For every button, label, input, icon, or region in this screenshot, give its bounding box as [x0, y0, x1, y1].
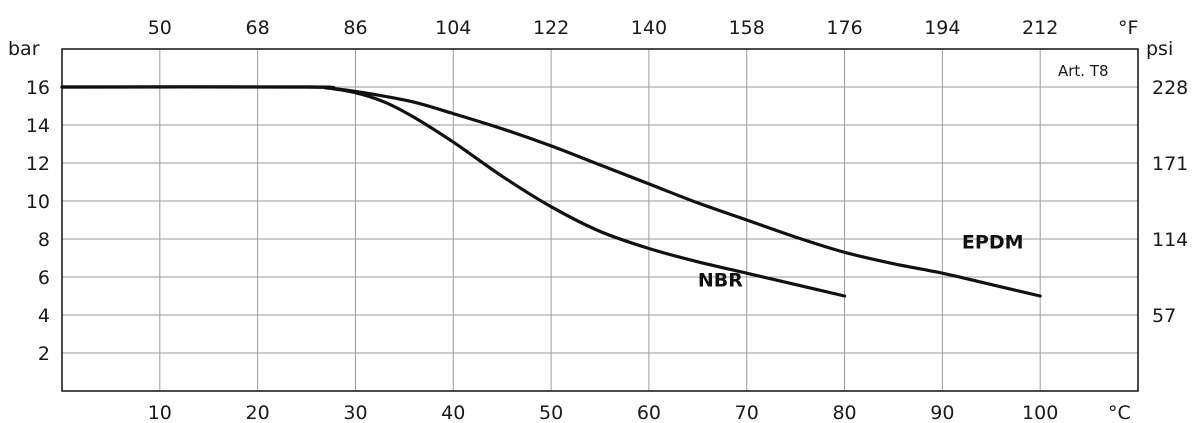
x-bottom-tick-label: 50 [539, 402, 563, 423]
y-right-unit-label: psi [1146, 38, 1173, 60]
x-top-tick-label: 212 [1022, 17, 1058, 39]
y-left-tick-label: 12 [26, 153, 50, 175]
x-bottom-tick-label: 20 [246, 402, 270, 423]
y-left-tick-label: 6 [38, 267, 50, 289]
series-labels: NBR EPDM [698, 232, 1024, 292]
x-bottom-tick-label: 10 [148, 402, 172, 423]
curves [60, 85, 1042, 298]
x-top-tick-label: 140 [631, 17, 667, 39]
y-left-tick-label: 10 [26, 191, 50, 213]
series-label-nbr: NBR [698, 270, 743, 292]
x-top-tick-label: 104 [435, 17, 471, 39]
x-bottom-tick-label: 70 [735, 402, 759, 423]
y-left-tick-label: 2 [38, 343, 50, 365]
x-top-tick-label: 176 [826, 17, 862, 39]
tick-labels: 1050206830864010450122601407015880176901… [26, 17, 1188, 423]
y-left-tick-label: 14 [26, 115, 50, 137]
y-left-unit-label: bar [8, 38, 40, 60]
x-top-tick-label: 194 [924, 17, 960, 39]
x-bottom-tick-label: 40 [441, 402, 465, 423]
x-bottom-tick-label: 90 [930, 402, 954, 423]
article-annotation: Art. T8 [1058, 62, 1109, 80]
x-top-tick-label: 68 [246, 17, 270, 39]
y-left-tick-label: 8 [38, 229, 50, 251]
plot-frame [61, 48, 1139, 392]
x-bottom-tick-label: 60 [637, 402, 661, 423]
x-bottom-tick-label: 30 [343, 402, 367, 423]
y-right-tick-label: 228 [1152, 77, 1188, 99]
y-left-tick-label: 4 [38, 305, 50, 327]
y-right-tick-label: 57 [1152, 305, 1176, 327]
x-top-tick-label: 158 [729, 17, 765, 39]
x-top-tick-label: 50 [148, 17, 172, 39]
x-top-tick-label: 122 [533, 17, 569, 39]
series-line-epdm [60, 85, 1042, 298]
x-top-unit-label: °F [1118, 17, 1138, 39]
series-label-epdm: EPDM [962, 232, 1024, 254]
grid [62, 49, 1138, 391]
y-right-tick-label: 114 [1152, 229, 1188, 251]
x-bottom-tick-label: 80 [832, 402, 856, 423]
x-top-tick-label: 86 [343, 17, 367, 39]
y-left-tick-label: 16 [26, 77, 50, 99]
x-bottom-tick-label: 100 [1022, 402, 1058, 423]
y-right-tick-label: 171 [1152, 153, 1188, 175]
x-bottom-unit-label: °C [1108, 402, 1131, 423]
